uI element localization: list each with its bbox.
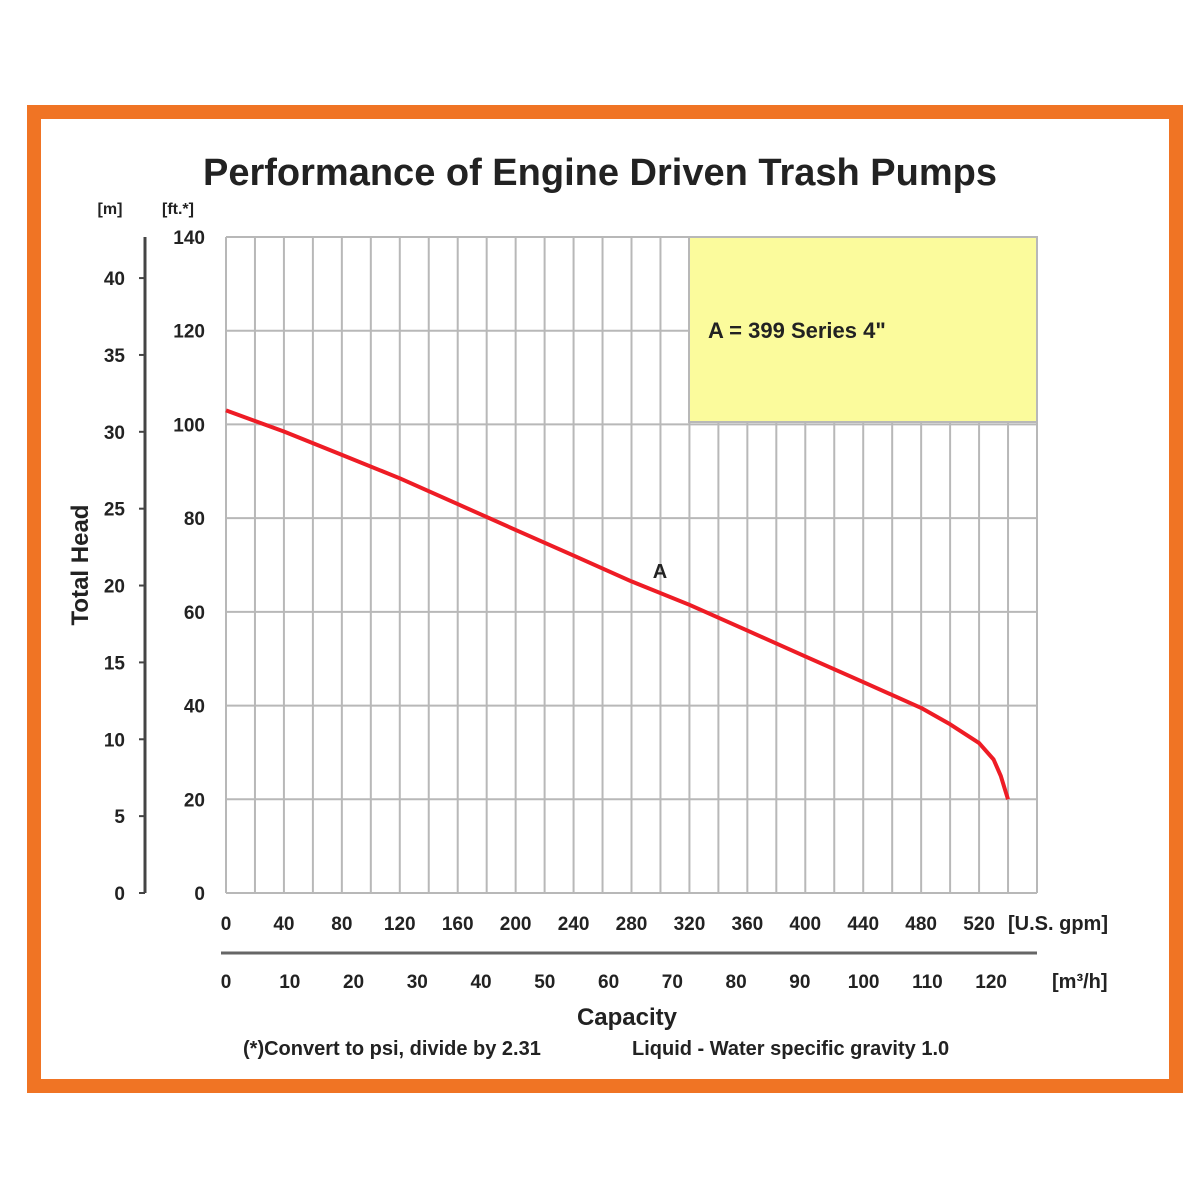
x-tick-label-m3h: 110 <box>912 972 943 993</box>
y-tick-label-m: 30 <box>104 423 125 444</box>
x-tick-label-gpm: 360 <box>732 914 764 935</box>
x-tick-label-m3h: 50 <box>534 972 555 993</box>
y-tick-label-ft: 140 <box>173 228 205 249</box>
x-axis-title: Capacity <box>577 1004 678 1031</box>
x-tick-label-m3h: 70 <box>662 972 683 993</box>
y-tick-label-m: 20 <box>104 577 125 598</box>
series-a-curve <box>225 408 1010 800</box>
x-unit-gpm: [U.S. gpm] <box>1008 913 1108 935</box>
x-tick-label-gpm: 160 <box>442 914 474 935</box>
y-tick-label-ft: 120 <box>173 322 205 343</box>
chart-title: Performance of Engine Driven Trash Pumps <box>203 152 997 194</box>
y-tick-label-m: 15 <box>104 653 126 674</box>
y-tick-label-ft: 0 <box>194 884 205 905</box>
footnote-psi: (*)Convert to psi, divide by 2.31 <box>243 1038 541 1060</box>
x-tick-label-m3h: 80 <box>726 972 747 993</box>
y-tick-label-ft: 80 <box>184 509 205 530</box>
y-tick-label-ft: 40 <box>184 697 205 718</box>
x-tick-label-m3h: 40 <box>470 972 491 993</box>
legend-label: A = 399 Series 4" <box>708 318 886 343</box>
x-tick-label-m3h: 60 <box>598 972 619 993</box>
x-tick-label-gpm: 520 <box>963 914 995 935</box>
y-tick-label-m: 5 <box>114 807 125 828</box>
x-tick-label-m3h: 100 <box>848 972 880 993</box>
y-tick-label-m: 0 <box>114 884 125 905</box>
x-tick-label-gpm: 320 <box>674 914 706 935</box>
y-tick-label-m: 10 <box>104 730 125 751</box>
footnote-liquid: Liquid - Water specific gravity 1.0 <box>632 1038 949 1060</box>
y-tick-label-m: 25 <box>104 500 126 521</box>
x-tick-label-gpm: 200 <box>500 914 532 935</box>
x-tick-label-gpm: 0 <box>221 914 232 935</box>
x-tick-label-m3h: 0 <box>221 972 232 993</box>
y-tick-label-ft: 60 <box>184 603 205 624</box>
x-tick-label-gpm: 440 <box>847 914 879 935</box>
x-tick-label-m3h: 20 <box>343 972 364 993</box>
x-tick-label-gpm: 480 <box>905 914 937 935</box>
x-tick-label-m3h: 10 <box>279 972 300 993</box>
x-tick-label-gpm: 120 <box>384 914 416 935</box>
series-a-label: A <box>653 561 667 583</box>
x-tick-label-m3h: 120 <box>975 972 1007 993</box>
y-tick-label-m: 35 <box>104 346 126 367</box>
y-unit-ft: [ft.*] <box>162 201 194 218</box>
y-axis-title: Total Head <box>67 505 94 626</box>
y-tick-label-m: 40 <box>104 269 125 290</box>
x-unit-m3h: [m³/h] <box>1052 971 1108 993</box>
x-tick-label-gpm: 240 <box>558 914 590 935</box>
x-tick-label-m3h: 90 <box>789 972 810 993</box>
x-tick-label-gpm: 400 <box>789 914 821 935</box>
y-tick-label-ft: 20 <box>184 790 205 811</box>
x-tick-label-gpm: 280 <box>616 914 648 935</box>
legend-box <box>688 236 1038 423</box>
y-unit-m: [m] <box>98 201 123 218</box>
y-tick-label-ft: 100 <box>173 415 205 436</box>
x-tick-label-gpm: 40 <box>273 914 294 935</box>
x-tick-label-gpm: 80 <box>331 914 352 935</box>
x-tick-label-m3h: 30 <box>407 972 428 993</box>
